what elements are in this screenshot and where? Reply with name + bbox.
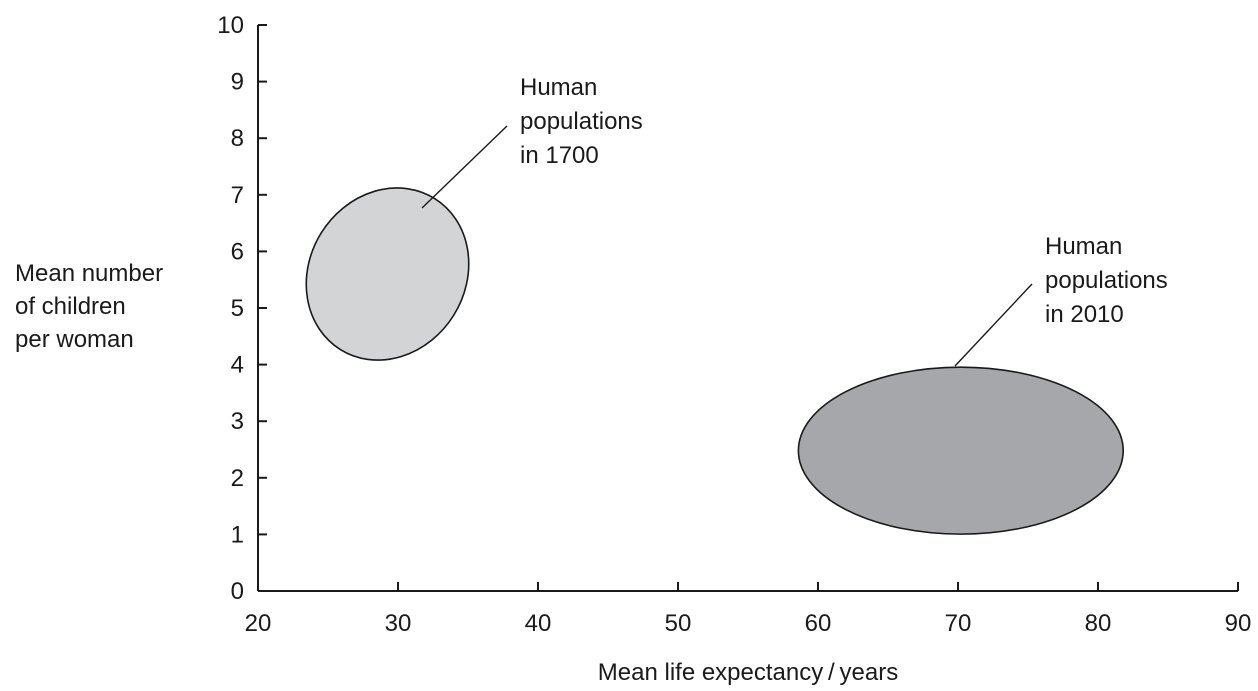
region-label-line: in 1700: [520, 142, 599, 169]
region-ellipse: [274, 157, 501, 391]
y-tick-label: 2: [231, 465, 244, 492]
annotation-leader-line: [422, 126, 507, 208]
y-tick-label: 9: [231, 69, 244, 96]
y-tick-label: 10: [217, 12, 244, 39]
x-axis-title: Mean life expectancy / years: [598, 659, 898, 686]
regions-layer: [274, 157, 1123, 534]
x-tick-label: 40: [525, 610, 552, 637]
y-tick-label: 1: [231, 521, 244, 548]
region-ellipse: [798, 367, 1123, 534]
annotation-leader-line: [955, 284, 1032, 366]
y-axis-title-line: of children: [15, 293, 126, 320]
region-label-line: in 2010: [1045, 301, 1124, 328]
region-label: Human populations in 1700: [520, 74, 643, 169]
x-tick-label: 30: [385, 610, 412, 637]
region-label: Human populations in 2010: [1045, 233, 1168, 328]
x-tick-label: 50: [665, 610, 692, 637]
y-tick-label: 7: [231, 182, 244, 209]
region-label-line: Human: [1045, 233, 1122, 260]
y-axis-title: Mean number of children per woman: [15, 260, 170, 353]
y-tick-label: 6: [231, 238, 244, 265]
x-tick-label: 70: [945, 610, 972, 637]
y-axis-title-line: Mean number: [15, 260, 163, 287]
x-tick-label: 60: [805, 610, 832, 637]
x-tick-label: 20: [245, 610, 272, 637]
annotations: Human populations in 1700 Human populations i…: [422, 74, 1168, 366]
y-axis-title-line: per woman: [15, 326, 134, 353]
y-tick-label: 5: [231, 295, 244, 322]
region-label-line: populations: [1045, 267, 1168, 294]
region-label-line: populations: [520, 108, 643, 135]
y-tick-label: 8: [231, 125, 244, 152]
y-tick-label: 3: [231, 408, 244, 435]
region-label-line: Human: [520, 74, 597, 101]
y-ticks: 0 1 2 3 4 5 6 7 8 9 10: [217, 12, 267, 605]
x-tick-label: 90: [1225, 610, 1252, 637]
y-tick-label: 4: [231, 352, 244, 379]
x-tick-label: 80: [1085, 610, 1112, 637]
y-tick-label: 0: [231, 578, 244, 605]
